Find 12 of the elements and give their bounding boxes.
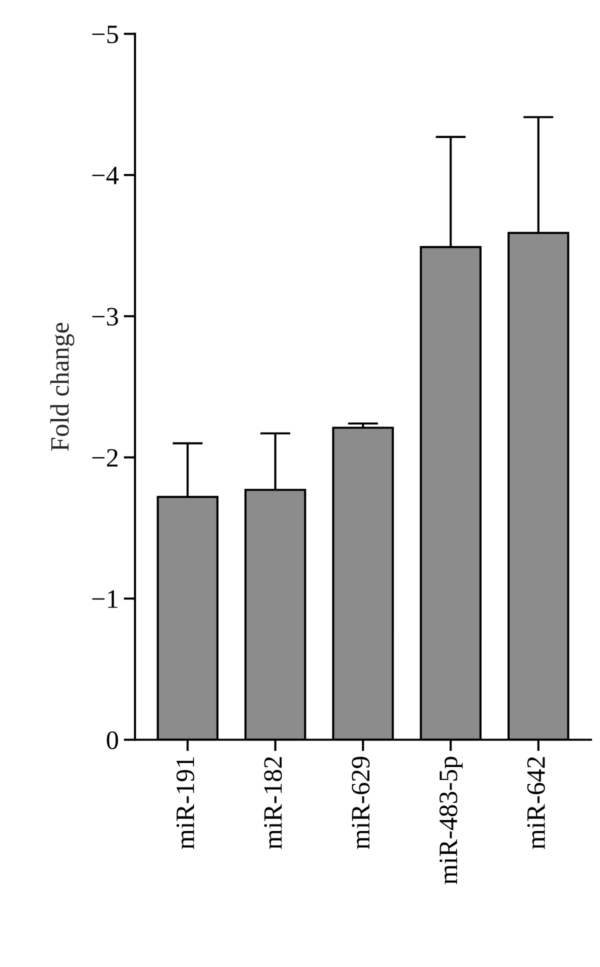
x-tick-label: miR-191 (176, 757, 194, 850)
x-tick-label: miR-629 (352, 756, 370, 850)
y-tick-label: −5 (92, 26, 118, 44)
y-tick-label: −2 (92, 449, 118, 467)
x-tick-label: miR-182 (264, 757, 282, 850)
x-tick-label: miR-483-5p (439, 756, 463, 884)
x-tick-label: miR-642 (527, 757, 545, 850)
y-tick-label: −3 (92, 308, 118, 326)
y-axis-title: Fold change (50, 322, 74, 451)
y-tick-label: −1 (92, 590, 118, 608)
y-tick-label: −4 (92, 166, 119, 184)
y-tick-label: 0 (106, 731, 118, 750)
